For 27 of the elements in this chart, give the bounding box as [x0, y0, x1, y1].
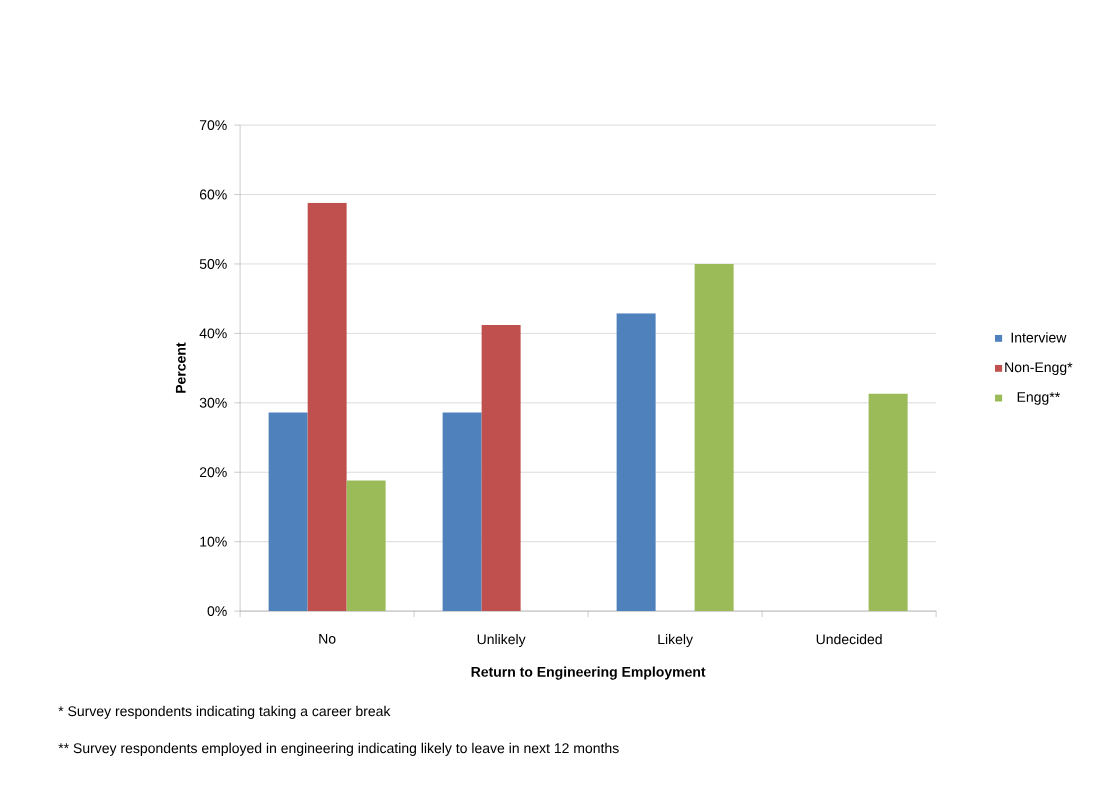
bar — [694, 263, 734, 612]
y-tick-label: 0% — [207, 606, 227, 617]
text: ** Survey respondents employed in engineering indicating likely to leave in next 12 months — [58, 742, 619, 756]
bar — [868, 393, 908, 612]
y-axis-title: Percent — [175, 342, 186, 393]
y-tick-label: 20% — [199, 467, 227, 478]
x-tick-label: Unlikely — [477, 633, 526, 648]
y-tick-label: 50% — [199, 258, 227, 269]
y-tick-label: 60% — [199, 189, 227, 200]
bar — [481, 325, 521, 612]
legend-label: Interview — [1011, 332, 1067, 343]
x-tick-label: No — [319, 633, 336, 644]
legend-label: Engg** — [1017, 392, 1060, 405]
x-axis-title: Return to Engineering Employment — [471, 666, 706, 680]
bar — [346, 480, 386, 612]
y-tick-label: 40% — [199, 328, 227, 339]
legend-label: Non-Engg* — [1005, 362, 1073, 376]
x-tick-label: Undecided — [816, 633, 882, 645]
bar — [616, 313, 656, 612]
bar — [268, 412, 308, 612]
y-tick-label: 70% — [199, 120, 227, 131]
x-tick-label: Likely — [658, 633, 693, 648]
y-tick-label: 10% — [200, 536, 227, 547]
y-tick-label: 30% — [199, 397, 227, 408]
bar — [307, 202, 347, 612]
text: * Survey respondents indicating taking a career break — [58, 705, 391, 719]
bar — [442, 412, 482, 612]
